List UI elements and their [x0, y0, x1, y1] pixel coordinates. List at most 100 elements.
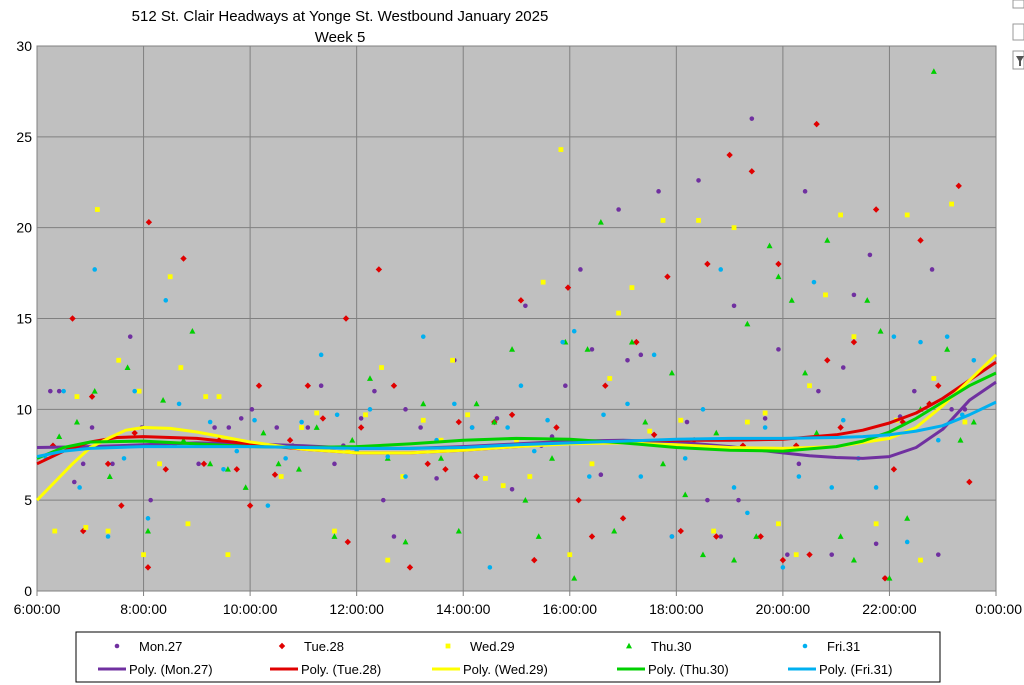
- point-tue-28: [79, 527, 87, 535]
- point-wed-29: [904, 212, 910, 218]
- point-fri-31: [487, 565, 493, 570]
- point-fri-31: [334, 412, 340, 418]
- point-wed-29: [299, 425, 305, 430]
- point-mon-27: [563, 383, 568, 389]
- point-tue-28: [775, 260, 782, 268]
- point-wed-29: [379, 365, 384, 370]
- y-tick-label: 10: [16, 401, 32, 417]
- point-tue-28: [824, 357, 831, 364]
- point-thu-30: [549, 455, 556, 461]
- point-thu-30: [224, 466, 231, 472]
- legend-marker: [278, 642, 286, 650]
- point-wed-29: [851, 334, 857, 340]
- legend: Mon.27 Tue.28 Wed.29 Thu.30 Fri.31 Poly. (Mon…: [98, 639, 892, 677]
- y-tick-label: 20: [16, 220, 32, 236]
- point-tue-28: [713, 533, 720, 540]
- point-mon-27: [249, 407, 255, 412]
- point-mon-27: [851, 292, 857, 298]
- chart-elements-button[interactable]: [1012, 0, 1024, 9]
- point-thu-30: [91, 387, 98, 394]
- point-wed-29: [514, 437, 519, 443]
- point-fri-31: [944, 334, 950, 339]
- point-fri-31: [318, 352, 324, 358]
- point-tue-28: [49, 442, 57, 449]
- point-fri-31: [265, 503, 271, 508]
- point-wed-29: [558, 147, 564, 152]
- point-mon-27: [802, 189, 808, 194]
- trendline-poly-wed-29-: [35, 353, 998, 502]
- x-tick-label: 12:00:00: [329, 601, 384, 617]
- point-tue-28: [677, 527, 684, 535]
- data-points: [43, 68, 977, 582]
- point-mon-27: [912, 388, 917, 394]
- gridlines: [36, 46, 997, 596]
- point-wed-29: [185, 521, 191, 527]
- point-mon-27: [718, 534, 724, 539]
- point-fri-31: [385, 454, 391, 459]
- point-mon-27: [762, 416, 768, 421]
- x-tick-label: 6:00:00: [14, 601, 61, 617]
- point-wed-29: [116, 357, 122, 363]
- point-mon-27: [196, 461, 201, 467]
- point-fri-31: [891, 334, 897, 339]
- point-mon-27: [381, 497, 386, 503]
- point-wed-29: [589, 461, 595, 467]
- point-thu-30: [682, 491, 689, 498]
- point-thu-30: [660, 460, 667, 467]
- point-fri-31: [873, 485, 879, 490]
- legend-label: Poly. (Fri.31): [819, 662, 892, 677]
- point-fri-31: [420, 334, 426, 339]
- point-mon-27: [578, 267, 583, 272]
- chart-styles-button[interactable]: [1012, 23, 1024, 41]
- point-wed-29: [962, 419, 968, 425]
- legend-label: Poly. (Thu.30): [648, 662, 729, 677]
- point-fri-31: [840, 417, 846, 423]
- y-tick-label: 25: [16, 129, 32, 145]
- point-fri-31: [92, 267, 98, 272]
- point-fri-31: [283, 456, 288, 461]
- point-thu-30: [455, 527, 462, 534]
- point-tue-28: [757, 533, 764, 540]
- point-tue-28: [455, 418, 462, 426]
- point-mon-27: [656, 189, 661, 194]
- point-tue-28: [935, 382, 942, 389]
- point-thu-30: [877, 328, 884, 334]
- point-thu-30: [144, 527, 151, 534]
- point-mon-27: [785, 552, 790, 557]
- point-thu-30: [124, 364, 131, 370]
- legend-marker: [445, 643, 451, 649]
- point-mon-27: [638, 352, 644, 358]
- point-fri-31: [452, 401, 457, 407]
- point-thu-30: [584, 346, 591, 352]
- point-wed-29: [385, 557, 391, 563]
- point-tue-28: [255, 382, 263, 389]
- point-tue-28: [271, 471, 279, 478]
- trendline-poly-thu-30-: [36, 371, 997, 460]
- point-tue-28: [357, 424, 365, 431]
- point-thu-30: [944, 346, 951, 352]
- point-thu-30: [535, 533, 542, 539]
- point-tue-28: [508, 411, 516, 418]
- point-thu-30: [864, 297, 871, 303]
- trendline-poly-fri-31-: [36, 400, 997, 459]
- point-fri-31: [518, 383, 524, 389]
- point-wed-29: [465, 412, 471, 418]
- point-mon-27: [358, 416, 364, 421]
- point-wed-29: [567, 552, 573, 558]
- point-fri-31: [682, 456, 688, 461]
- point-tue-28: [553, 424, 560, 431]
- point-fri-31: [651, 352, 657, 358]
- point-mon-27: [56, 388, 62, 394]
- point-fri-31: [545, 417, 550, 423]
- point-wed-29: [420, 417, 426, 423]
- y-tick-label: 15: [16, 311, 32, 327]
- point-wed-29: [731, 225, 737, 231]
- point-thu-30: [331, 533, 338, 539]
- point-tue-28: [955, 182, 962, 190]
- point-mon-27: [274, 425, 280, 430]
- point-wed-29: [141, 552, 146, 558]
- point-tue-28: [650, 431, 658, 438]
- point-fri-31: [145, 516, 151, 521]
- point-fri-31: [121, 456, 127, 461]
- point-fri-31: [299, 419, 304, 425]
